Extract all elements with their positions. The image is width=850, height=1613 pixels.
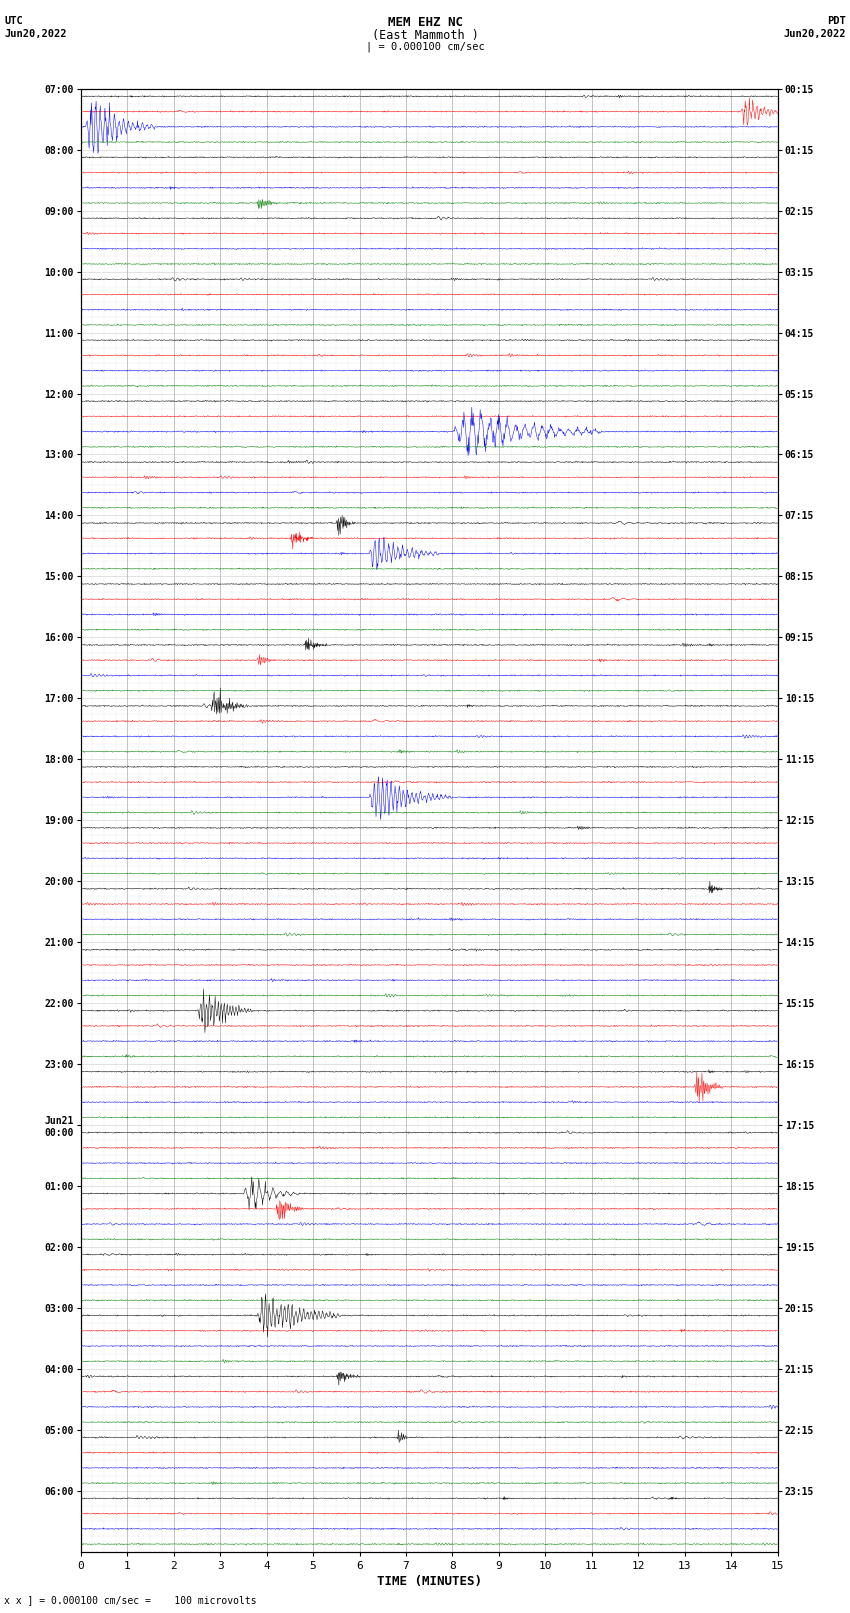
- Text: (East Mammoth ): (East Mammoth ): [371, 29, 479, 42]
- Text: MEM EHZ NC: MEM EHZ NC: [388, 16, 462, 29]
- Text: PDT: PDT: [827, 16, 846, 26]
- Text: Jun20,2022: Jun20,2022: [783, 29, 846, 39]
- Text: UTC: UTC: [4, 16, 23, 26]
- Text: Jun20,2022: Jun20,2022: [4, 29, 67, 39]
- X-axis label: TIME (MINUTES): TIME (MINUTES): [377, 1574, 482, 1587]
- Text: | = 0.000100 cm/sec: | = 0.000100 cm/sec: [366, 42, 484, 53]
- Text: x x ] = 0.000100 cm/sec =    100 microvolts: x x ] = 0.000100 cm/sec = 100 microvolts: [4, 1595, 257, 1605]
